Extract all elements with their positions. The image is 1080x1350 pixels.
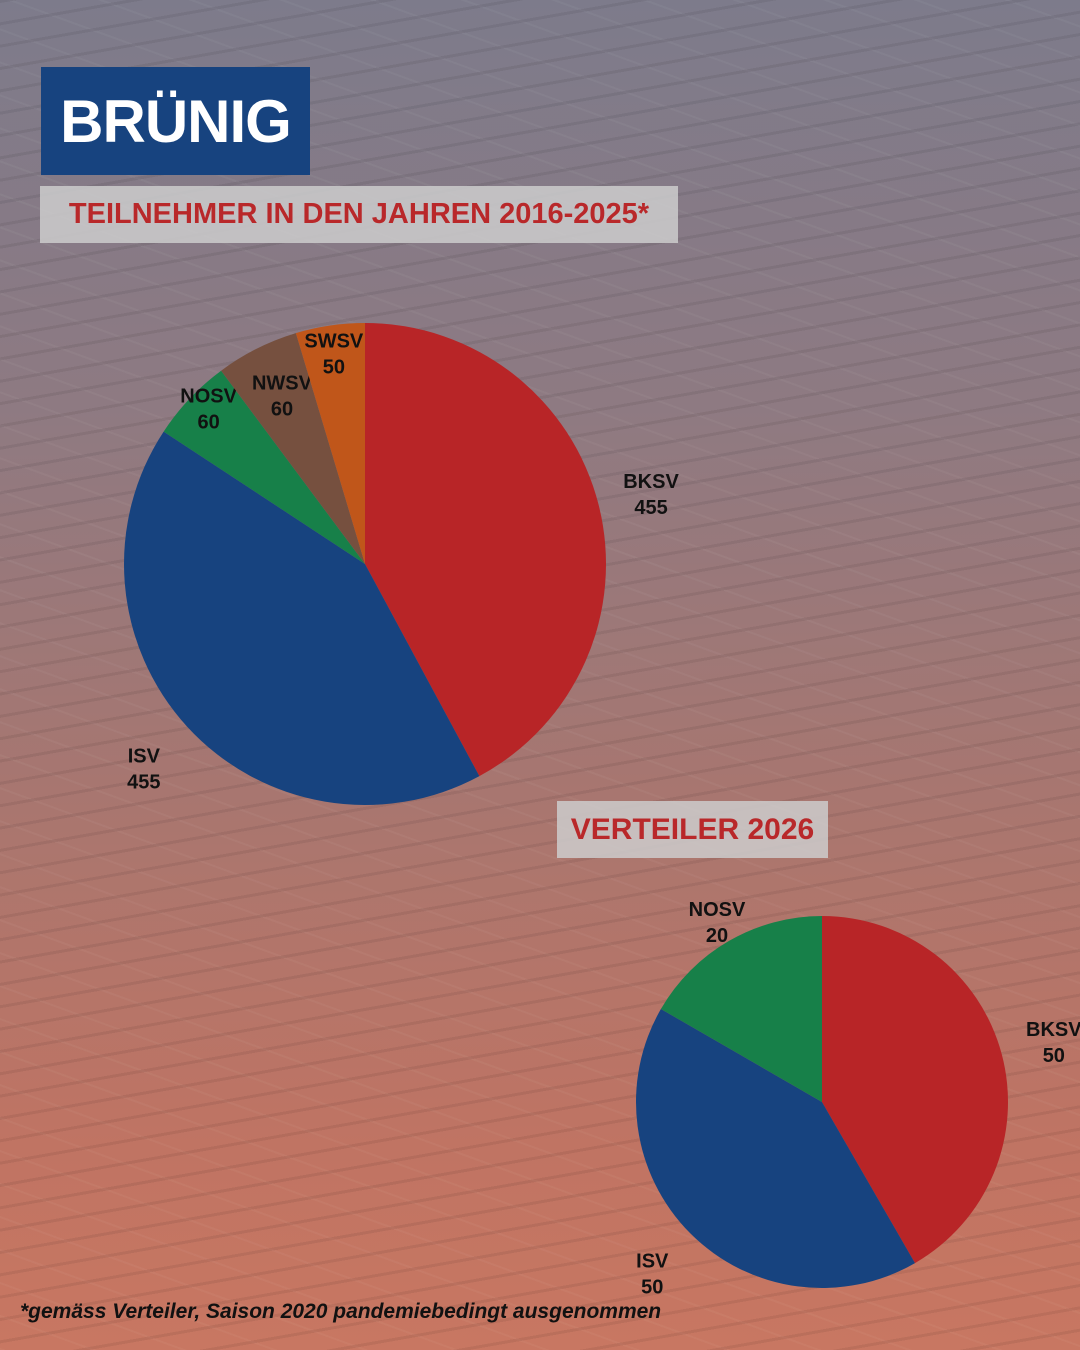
chart1-slice-swsv — [295, 323, 365, 564]
chart2-label-isv: ISV — [636, 1251, 669, 1273]
chart2-slice-bksv — [822, 916, 1008, 1264]
chart2-label-bksv: BKSV — [1026, 1019, 1080, 1041]
chart1-label-nwsv: NWSV — [252, 373, 313, 395]
chart2-value-bksv: 50 — [1043, 1045, 1065, 1067]
chart2-slice-isv — [636, 1009, 915, 1288]
chart2-value-nosv: 20 — [706, 925, 728, 947]
chart1-title: TEILNEHMER IN DEN JAHREN 2016-2025* — [40, 186, 678, 243]
chart1-slice-nosv — [163, 370, 365, 564]
chart2-value-isv: 50 — [641, 1277, 663, 1299]
chart1-label-swsv: SWSV — [304, 330, 364, 352]
chart1-value-bksv: 455 — [634, 497, 667, 519]
chart1-label-nosv: NOSV — [180, 385, 237, 407]
chart1-slice-isv — [123, 431, 480, 806]
chart1-slice-nwsv — [221, 333, 365, 564]
chart2-slice-nosv — [660, 916, 822, 1102]
chart1-value-isv: 455 — [127, 772, 160, 794]
chart1-value-swsv: 50 — [323, 356, 345, 378]
chart1-value-nosv: 60 — [197, 411, 219, 433]
chart1-label-bksv: BKSV — [623, 471, 679, 493]
chart1-label-isv: ISV — [128, 746, 161, 768]
chart2-title: VERTEILER 2026 — [557, 801, 828, 858]
title-banner: BRÜNIG — [41, 67, 310, 175]
page-title: BRÜNIG — [60, 87, 292, 155]
chart2-label-nosv: NOSV — [689, 899, 746, 921]
footnote: *gemäss Verteiler, Saison 2020 pandemieb… — [20, 1300, 662, 1323]
chart1-value-nwsv: 60 — [271, 399, 293, 421]
chart1-slice-bksv — [365, 323, 607, 777]
